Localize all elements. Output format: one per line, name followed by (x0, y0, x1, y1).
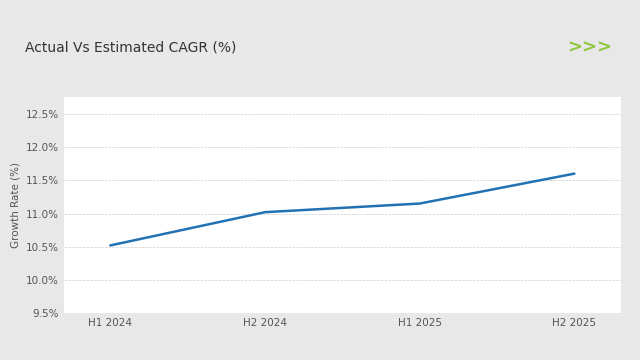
Text: >>>: >>> (567, 38, 612, 56)
Y-axis label: Growth Rate (%): Growth Rate (%) (10, 162, 20, 248)
Text: Actual Vs Estimated CAGR (%): Actual Vs Estimated CAGR (%) (25, 40, 236, 54)
